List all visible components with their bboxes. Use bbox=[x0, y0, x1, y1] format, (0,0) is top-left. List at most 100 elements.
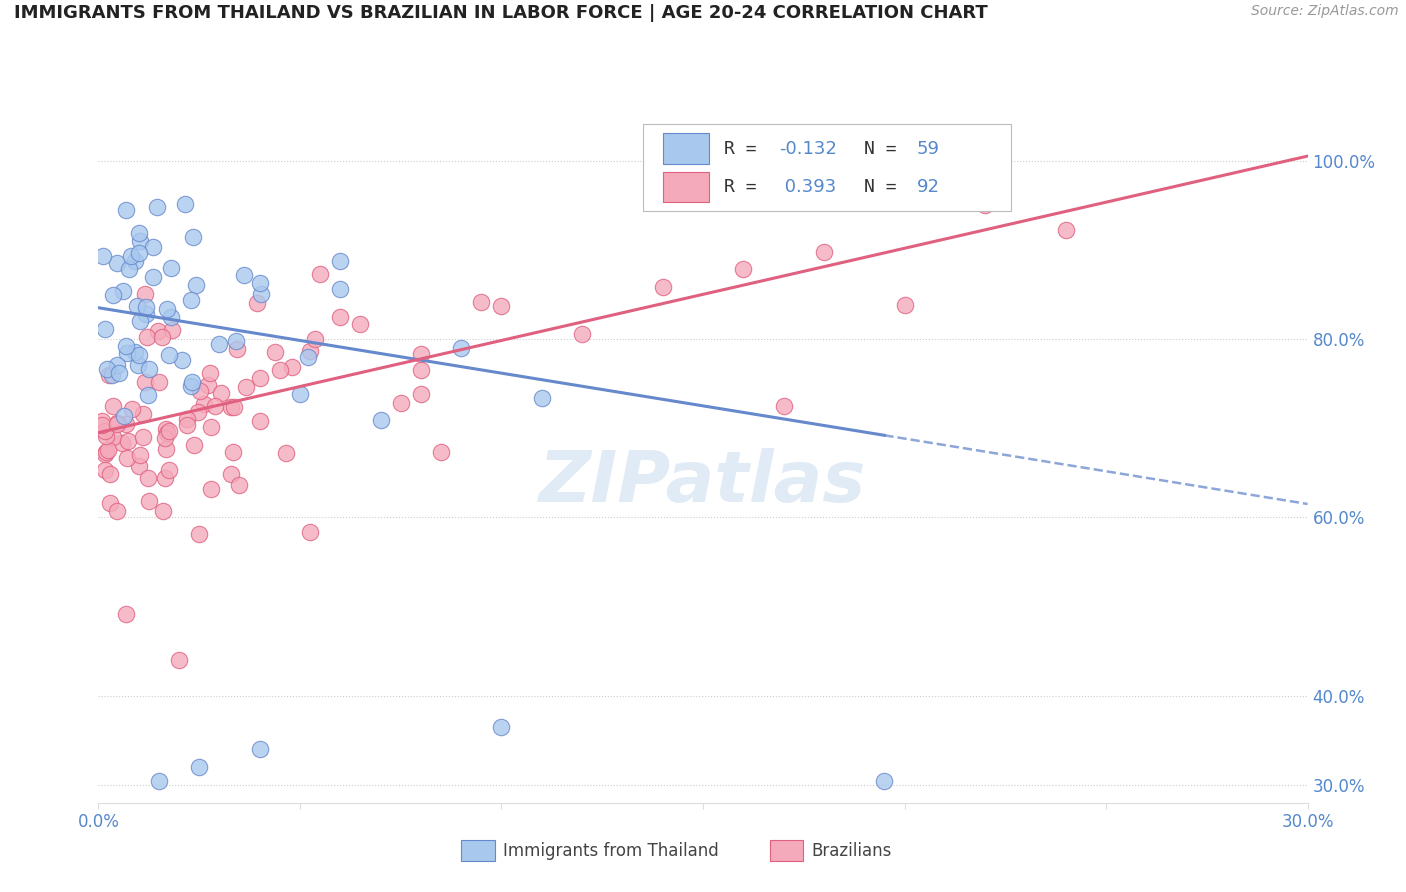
Point bbox=[180, 293, 202, 307]
Point bbox=[249, 414, 271, 428]
Point bbox=[221, 467, 243, 481]
Point bbox=[136, 387, 159, 401]
Point bbox=[128, 245, 150, 260]
Point bbox=[188, 760, 211, 774]
Point bbox=[873, 773, 896, 788]
Point bbox=[135, 300, 157, 314]
Point bbox=[299, 525, 322, 540]
Point bbox=[245, 296, 267, 310]
Point bbox=[263, 344, 285, 359]
Point bbox=[155, 422, 177, 436]
FancyBboxPatch shape bbox=[643, 124, 1011, 211]
Point bbox=[91, 249, 114, 263]
Point bbox=[225, 334, 247, 349]
Point bbox=[183, 438, 205, 452]
Point bbox=[114, 607, 136, 621]
Point bbox=[188, 527, 211, 541]
Point bbox=[157, 424, 180, 438]
Point bbox=[115, 346, 138, 360]
Point bbox=[304, 332, 326, 346]
FancyBboxPatch shape bbox=[664, 134, 709, 164]
Point bbox=[111, 285, 134, 299]
Point bbox=[94, 429, 117, 443]
FancyBboxPatch shape bbox=[664, 172, 709, 202]
Point bbox=[157, 348, 180, 362]
Point bbox=[160, 310, 183, 325]
Point bbox=[190, 384, 212, 398]
Point bbox=[172, 353, 194, 368]
Text: Source: ZipAtlas.com: Source: ZipAtlas.com bbox=[1251, 4, 1399, 19]
Point bbox=[187, 404, 209, 418]
Point bbox=[105, 416, 128, 430]
Point bbox=[329, 254, 352, 268]
Point bbox=[105, 256, 128, 270]
Point bbox=[97, 443, 120, 458]
Point bbox=[772, 399, 794, 413]
Point bbox=[155, 442, 177, 456]
Point bbox=[128, 459, 150, 474]
Point bbox=[222, 445, 245, 459]
Point bbox=[108, 367, 131, 381]
Text: N =: N = bbox=[863, 178, 907, 196]
Text: IMMIGRANTS FROM THAILAND VS BRAZILIAN IN LABOR FORCE | AGE 20-24 CORRELATION CHA: IMMIGRANTS FROM THAILAND VS BRAZILIAN IN… bbox=[14, 4, 988, 22]
Point bbox=[349, 318, 371, 332]
Point bbox=[491, 299, 513, 313]
Point bbox=[115, 202, 138, 217]
Point bbox=[200, 482, 222, 496]
Point bbox=[470, 295, 492, 310]
Point bbox=[101, 368, 124, 382]
Point bbox=[129, 234, 152, 248]
Point bbox=[97, 368, 120, 382]
Point bbox=[409, 363, 432, 377]
Point bbox=[115, 417, 138, 432]
Point bbox=[127, 299, 149, 313]
Point bbox=[249, 742, 271, 756]
Point bbox=[148, 773, 170, 788]
Text: R =: R = bbox=[724, 140, 768, 158]
Point bbox=[530, 392, 553, 406]
Point bbox=[94, 321, 117, 335]
Point bbox=[136, 471, 159, 485]
Point bbox=[135, 307, 157, 321]
Point bbox=[1054, 223, 1077, 237]
Point bbox=[134, 375, 156, 389]
Point bbox=[128, 349, 150, 363]
Point bbox=[128, 448, 150, 462]
Point bbox=[893, 298, 915, 312]
Point bbox=[114, 339, 136, 353]
Point bbox=[208, 336, 231, 351]
Point bbox=[157, 462, 180, 476]
Point bbox=[142, 270, 165, 285]
Point bbox=[571, 326, 593, 341]
Point bbox=[184, 277, 207, 292]
Point bbox=[167, 653, 190, 667]
Point bbox=[94, 424, 117, 438]
Point bbox=[145, 200, 167, 214]
Point bbox=[142, 240, 165, 254]
Point bbox=[288, 386, 311, 401]
Point bbox=[162, 323, 184, 337]
FancyBboxPatch shape bbox=[461, 840, 495, 862]
Point bbox=[733, 261, 755, 276]
Text: 92: 92 bbox=[917, 178, 941, 196]
Point bbox=[94, 447, 117, 461]
Point bbox=[224, 400, 246, 414]
Point bbox=[309, 267, 332, 281]
Point bbox=[135, 330, 157, 344]
Point bbox=[197, 378, 219, 392]
Point bbox=[297, 350, 319, 364]
Point bbox=[409, 347, 432, 361]
Point bbox=[120, 249, 142, 263]
Point bbox=[450, 341, 472, 355]
Text: -0.132: -0.132 bbox=[779, 140, 837, 158]
Point bbox=[138, 362, 160, 376]
Point bbox=[105, 504, 128, 518]
Point bbox=[389, 396, 412, 410]
Point bbox=[100, 496, 122, 510]
Point bbox=[124, 344, 146, 359]
Point bbox=[233, 268, 256, 282]
Point bbox=[150, 330, 173, 344]
Point bbox=[176, 418, 198, 433]
Point bbox=[281, 359, 304, 374]
Point bbox=[128, 313, 150, 327]
